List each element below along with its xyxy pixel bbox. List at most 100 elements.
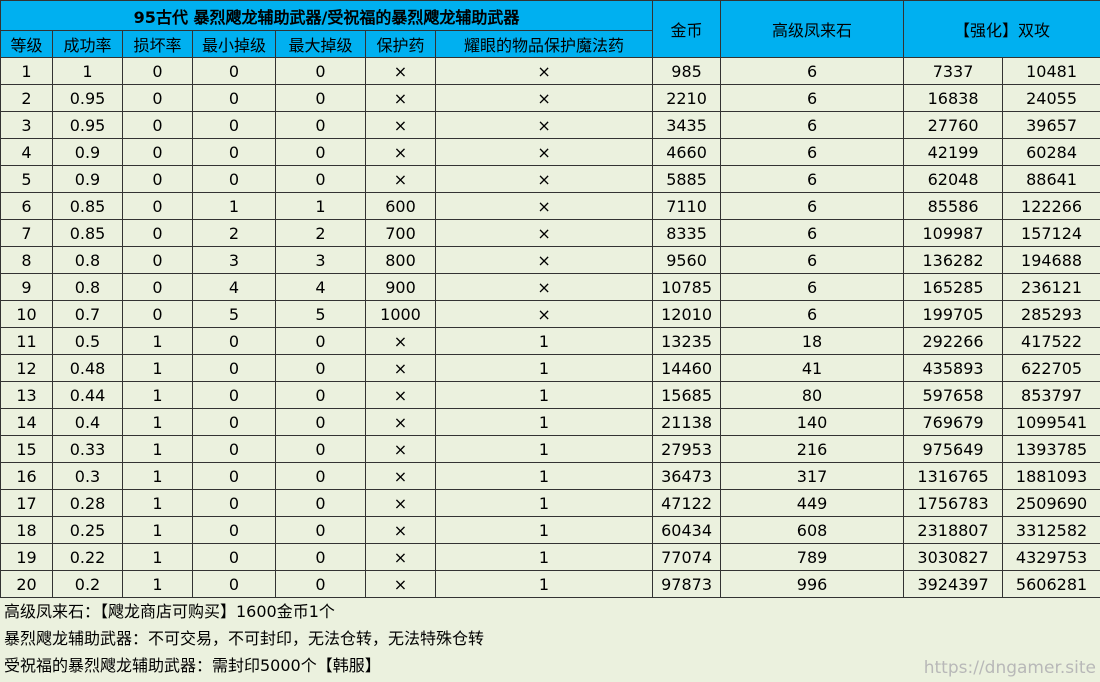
table-cell: × xyxy=(434,219,654,247)
table-cell: × xyxy=(365,489,436,517)
table-cell: 2509690 xyxy=(1002,489,1100,517)
table-cell: 0 xyxy=(122,138,193,166)
table-cell: 292266 xyxy=(903,327,1004,355)
table-cell: 5 xyxy=(275,300,366,328)
table-cell: 5 xyxy=(192,300,276,328)
table-cell: × xyxy=(434,192,654,220)
table-cell: 0 xyxy=(122,192,193,220)
table-cell: 157124 xyxy=(1002,219,1100,247)
table-cell: 6 xyxy=(720,192,905,220)
table-cell: × xyxy=(434,111,654,139)
table-cell: 10 xyxy=(0,300,53,328)
table-cell: 216 xyxy=(720,435,905,463)
table-row: 8 0.8 0 3 3 800 × 9560 6 136282 194688 xyxy=(0,246,1100,274)
table-cell: 0.2 xyxy=(52,570,123,598)
table-cell: 1 xyxy=(122,327,193,355)
table-cell: 0 xyxy=(275,489,366,517)
table-cell: 0.8 xyxy=(52,273,123,301)
table-cell: × xyxy=(434,84,654,112)
table-row: 20 0.2 1 0 0 × 1 97873 996 3924397 5606281 xyxy=(0,570,1100,598)
table-cell: 0 xyxy=(192,543,276,571)
table-cell: 6 xyxy=(720,111,905,139)
table-cell: 27953 xyxy=(652,435,722,463)
table-cell: 6 xyxy=(720,138,905,166)
table-cell: 2210 xyxy=(652,84,722,112)
table-cell: 15 xyxy=(0,435,53,463)
header-row: 等级 成功率 损坏率 最小掉级 最大掉级 保护药 耀眼的物品保护魔法药 xyxy=(0,30,1100,58)
table-row: 14 0.4 1 0 0 × 1 21138 140 769679 1099541 xyxy=(0,408,1100,436)
table-cell: 17 xyxy=(0,489,53,517)
table-cell: 1099541 xyxy=(1002,408,1100,436)
table-cell: 900 xyxy=(365,273,436,301)
table-cell: 0 xyxy=(192,138,276,166)
table-row: 16 0.3 1 0 0 × 1 36473 317 1316765 1881093 xyxy=(0,462,1100,490)
table-cell: 0 xyxy=(192,327,276,355)
table-cell: 0 xyxy=(275,543,366,571)
table-cell: 8 xyxy=(0,246,53,274)
table-cell: × xyxy=(365,381,436,409)
table-cell: 39657 xyxy=(1002,111,1100,139)
table-cell: 42199 xyxy=(903,138,1004,166)
table-cell: 3924397 xyxy=(903,570,1004,598)
table-cell: × xyxy=(434,138,654,166)
table-cell: 1 xyxy=(434,408,654,436)
table-cell: 236121 xyxy=(1002,273,1100,301)
table-cell: × xyxy=(365,543,436,571)
table-cell: 1393785 xyxy=(1002,435,1100,463)
table-cell: 88641 xyxy=(1002,165,1100,193)
table-cell: 140 xyxy=(720,408,905,436)
table-cell: 1 xyxy=(52,57,123,85)
table-cell: 0 xyxy=(122,273,193,301)
table-cell: 10481 xyxy=(1002,57,1100,85)
table-body: 1 1 0 0 0 × × 985 6 7337 10481 2 0.95 0 0 0 × × 2210 6 16838… xyxy=(0,57,1100,598)
table-cell: × xyxy=(365,57,436,85)
table-cell: 1 xyxy=(122,381,193,409)
table-cell: 7110 xyxy=(652,192,722,220)
table-cell: 9 xyxy=(0,273,53,301)
table-cell: 0 xyxy=(275,381,366,409)
table-cell: 608 xyxy=(720,516,905,544)
table-cell: 0 xyxy=(192,354,276,382)
table-cell: 1000 xyxy=(365,300,436,328)
table-cell: 597658 xyxy=(903,381,1004,409)
table-cell: 0.9 xyxy=(52,165,123,193)
table-cell: 0.22 xyxy=(52,543,123,571)
table-cell: 0.28 xyxy=(52,489,123,517)
table-cell: × xyxy=(365,408,436,436)
table-cell: 1 xyxy=(434,462,654,490)
table-cell: 985 xyxy=(652,57,722,85)
header-cell: 耀眼的物品保护魔法药 xyxy=(434,30,654,58)
table-cell: 0.85 xyxy=(52,219,123,247)
table-row: 7 0.85 0 2 2 700 × 8335 6 109987 157124 xyxy=(0,219,1100,247)
table-cell: 0 xyxy=(275,516,366,544)
table-cell: × xyxy=(365,327,436,355)
table-cell: 8335 xyxy=(652,219,722,247)
table-cell: 19 xyxy=(0,543,53,571)
table-cell: 194688 xyxy=(1002,246,1100,274)
table-cell: 14460 xyxy=(652,354,722,382)
table-cell: × xyxy=(365,462,436,490)
table-cell: 1756783 xyxy=(903,489,1004,517)
header-cell: 最小掉级 xyxy=(192,30,276,58)
table-row: 15 0.33 1 0 0 × 1 27953 216 975649 1393785 xyxy=(0,435,1100,463)
table-cell: 800 xyxy=(365,246,436,274)
table-cell: × xyxy=(365,516,436,544)
table-cell: 3 xyxy=(275,246,366,274)
table-cell: 6 xyxy=(720,273,905,301)
table-cell: 13 xyxy=(0,381,53,409)
table-cell: × xyxy=(365,84,436,112)
table-row: 5 0.9 0 0 0 × × 5885 6 62048 88641 xyxy=(0,165,1100,193)
table-cell: 769679 xyxy=(903,408,1004,436)
upgrade-table: 95古代 暴烈飕龙辅助武器/受祝福的暴烈飕龙辅助武器 金币 高级凤来石 【强化】… xyxy=(0,0,1100,598)
table-cell: 0.4 xyxy=(52,408,123,436)
table-cell: 449 xyxy=(720,489,905,517)
table-cell: 0 xyxy=(275,138,366,166)
table-cell: × xyxy=(434,57,654,85)
table-cell: 1 xyxy=(122,435,193,463)
header-cell: 等级 xyxy=(0,30,53,58)
table-cell: 417522 xyxy=(1002,327,1100,355)
table-cell: 0 xyxy=(275,408,366,436)
table-row: 4 0.9 0 0 0 × × 4660 6 42199 60284 xyxy=(0,138,1100,166)
table-cell: 4 xyxy=(275,273,366,301)
table-cell: 0 xyxy=(192,408,276,436)
